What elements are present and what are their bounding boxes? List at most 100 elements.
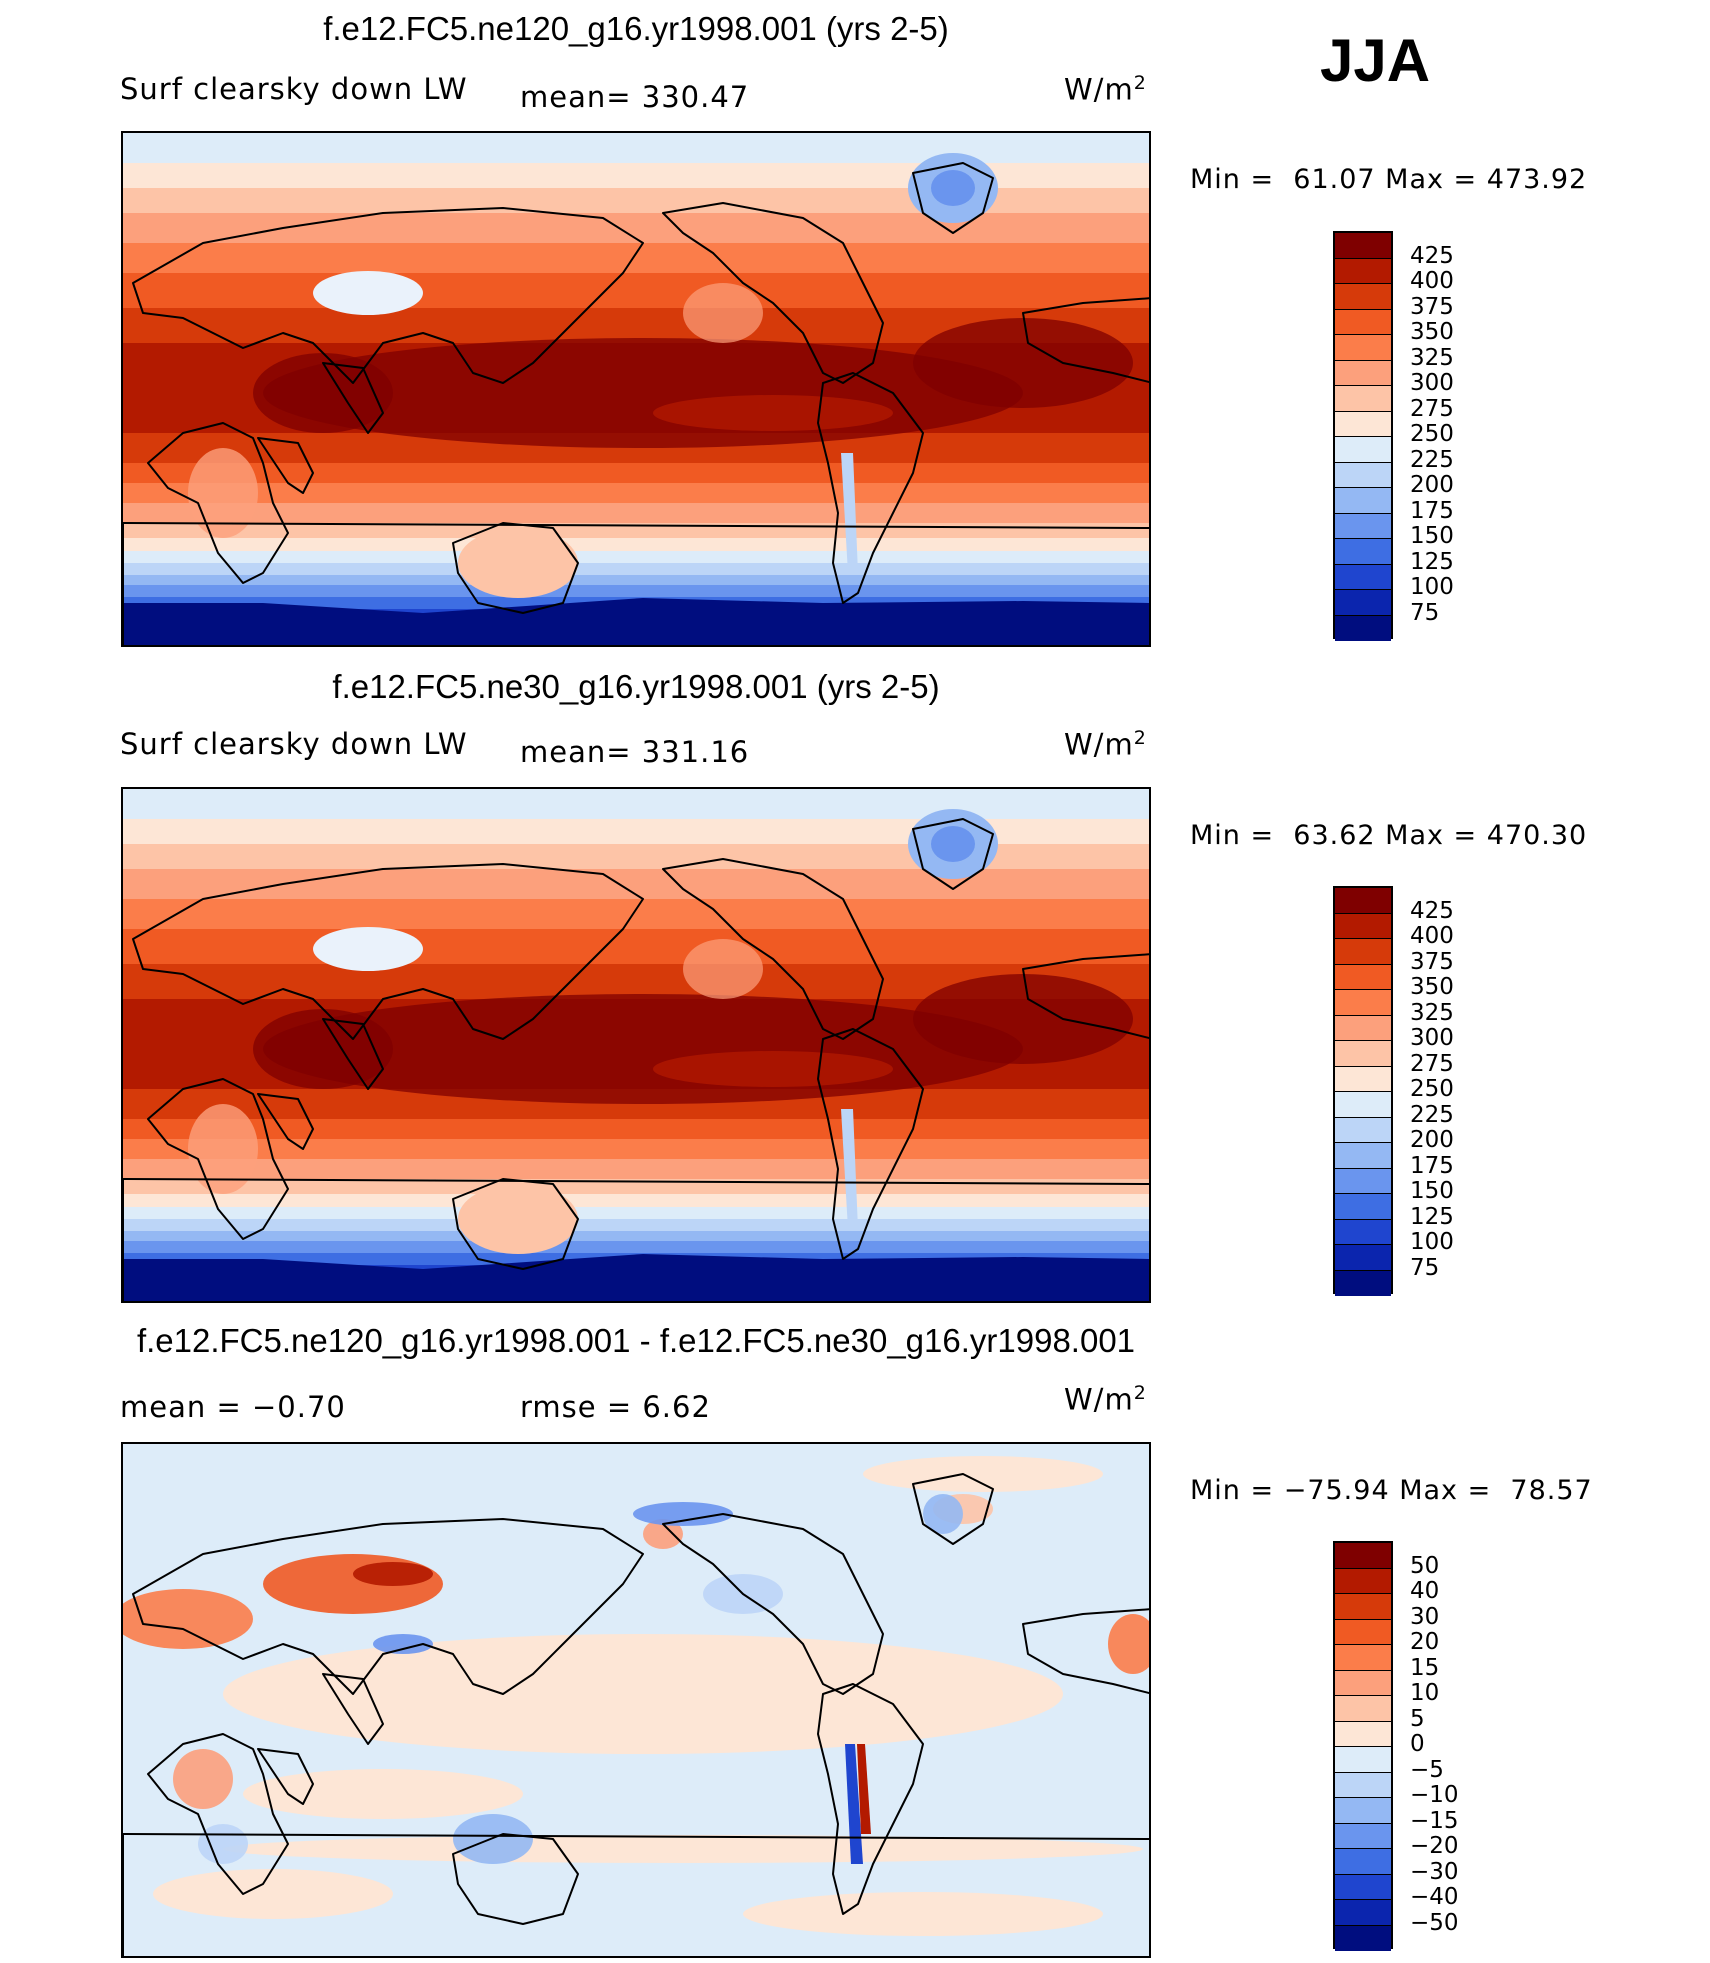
colorbar-swatch: [1335, 1696, 1391, 1722]
panel-1-units: W/m2: [1064, 72, 1147, 107]
colorbar-swatch: [1335, 615, 1391, 641]
colorbar-swatch: [1335, 1849, 1391, 1875]
colorbar-tick-label: −30: [1410, 1858, 1459, 1885]
panel-3-mean-label: mean = −0.70: [120, 1390, 346, 1424]
colorbar-swatch: [1335, 1823, 1391, 1849]
colorbar-tick-label: −5: [1410, 1756, 1444, 1783]
panel-1-title: f.e12.FC5.ne120_g16.yr1998.001 (yrs 2-5): [323, 10, 949, 47]
colorbar-tick-label: −15: [1410, 1807, 1459, 1834]
colorbar-tick-label: −10: [1410, 1782, 1459, 1808]
colorbar-swatch: [1335, 437, 1391, 463]
colorbar-swatch: [1335, 335, 1391, 361]
season-label: JJA: [1320, 27, 1431, 94]
colorbar-tick-label: 100: [1410, 1229, 1454, 1255]
colorbar-tick-label: 375: [1410, 293, 1454, 320]
colorbar-tick-label: 300: [1410, 370, 1454, 396]
colorbar-tick-label: −40: [1410, 1884, 1459, 1910]
colorbar-swatch: [1335, 1900, 1391, 1926]
colorbar-swatch: [1335, 386, 1391, 412]
colorbar-swatch: [1335, 1568, 1391, 1594]
colorbar-tick-label: 350: [1410, 319, 1454, 345]
colorbar-tick-label: 300: [1410, 1025, 1454, 1051]
colorbar-swatch: [1335, 564, 1391, 590]
colorbar-swatch: [1335, 1594, 1391, 1620]
colorbar-swatch: [1335, 1245, 1391, 1271]
colorbar-swatch: [1335, 411, 1391, 437]
panel-2-variable-label: Surf clearsky down LW: [120, 727, 468, 761]
panel-3-units: W/m2: [1064, 1382, 1147, 1417]
colorbar-tick-label: −50: [1410, 1909, 1459, 1936]
colorbar-swatch: [1335, 1619, 1391, 1645]
colorbar-tick-label: 325: [1410, 344, 1454, 371]
colorbar-tick-label: −20: [1410, 1833, 1459, 1859]
colorbar-swatch: [1335, 1670, 1391, 1696]
colorbar-swatch: [1335, 590, 1391, 616]
panel-3-colorbar: [1333, 1541, 1393, 1951]
colorbar-swatch: [1335, 1219, 1391, 1245]
colorbar-tick-label: 0: [1410, 1731, 1425, 1757]
panel-1-mean-label: mean= 330.47: [520, 80, 750, 114]
colorbar-swatch: [1335, 1925, 1391, 1951]
panel-3-title: f.e12.FC5.ne120_g16.yr1998.001 - f.e12.F…: [136, 1322, 1136, 1359]
colorbar-swatch: [1335, 233, 1391, 259]
colorbar-tick-label: 50: [1410, 1552, 1440, 1579]
colorbar-tick-label: 30: [1410, 1603, 1440, 1630]
colorbar-tick-label: 375: [1410, 948, 1454, 975]
panel-3-minmax: Min = −75.94 Max = 78.57: [1190, 1475, 1593, 1506]
panel-3-rmse-label: rmse = 6.62: [520, 1390, 711, 1424]
colorbar-swatch: [1335, 1143, 1391, 1169]
colorbar-tick-label: 350: [1410, 974, 1454, 1000]
colorbar-swatch: [1335, 1066, 1391, 1092]
colorbar-tick-label: 75: [1410, 599, 1440, 626]
colorbar-swatch: [1335, 1874, 1391, 1900]
colorbar-tick-label: 100: [1410, 574, 1454, 600]
colorbar-swatch: [1335, 990, 1391, 1016]
panel-1-map: [121, 131, 1151, 647]
colorbar-tick-label: 400: [1410, 268, 1454, 294]
panel-2-map: [121, 787, 1151, 1303]
colorbar-swatch: [1335, 964, 1391, 990]
colorbar-tick-label: 10: [1410, 1680, 1440, 1706]
colorbar-swatch: [1335, 1270, 1391, 1296]
colorbar-tick-label: 200: [1410, 472, 1454, 498]
panel-1-colorbar: [1333, 231, 1393, 641]
colorbar-swatch: [1335, 1543, 1391, 1569]
colorbar-tick-label: 400: [1410, 923, 1454, 949]
panel-2-units: W/m2: [1064, 727, 1147, 762]
colorbar-swatch: [1335, 1117, 1391, 1143]
panel-2-title: f.e12.FC5.ne30_g16.yr1998.001 (yrs 2-5): [332, 668, 940, 705]
colorbar-tick-label: 150: [1410, 523, 1454, 549]
colorbar-swatch: [1335, 1645, 1391, 1671]
colorbar-tick-label: 275: [1410, 395, 1454, 422]
colorbar-swatch: [1335, 1041, 1391, 1067]
colorbar-swatch: [1335, 888, 1391, 914]
colorbar-tick-label: 40: [1410, 1578, 1440, 1604]
colorbar-tick-label: 425: [1410, 897, 1454, 924]
colorbar-swatch: [1335, 309, 1391, 335]
colorbar-swatch: [1335, 1092, 1391, 1118]
colorbar-swatch: [1335, 1798, 1391, 1824]
colorbar-tick-label: 325: [1410, 999, 1454, 1026]
colorbar-swatch: [1335, 1772, 1391, 1798]
colorbar-swatch: [1335, 1747, 1391, 1773]
colorbar-tick-label: 75: [1410, 1254, 1440, 1281]
colorbar-swatch: [1335, 488, 1391, 514]
colorbar-tick-label: 250: [1410, 421, 1454, 447]
colorbar-swatch: [1335, 1721, 1391, 1747]
panel-2-minmax: Min = 63.62 Max = 470.30: [1190, 820, 1588, 851]
colorbar-tick-label: 150: [1410, 1178, 1454, 1204]
colorbar-tick-label: 175: [1410, 497, 1454, 524]
colorbar-swatch: [1335, 1168, 1391, 1194]
colorbar-tick-label: 225: [1410, 446, 1454, 473]
colorbar-tick-label: 5: [1410, 1705, 1425, 1732]
colorbar-swatch: [1335, 284, 1391, 310]
colorbar-swatch: [1335, 513, 1391, 539]
colorbar-tick-label: 425: [1410, 242, 1454, 269]
colorbar-tick-label: 175: [1410, 1152, 1454, 1179]
colorbar-tick-label: 125: [1410, 548, 1454, 575]
colorbar-swatch: [1335, 1194, 1391, 1220]
colorbar-swatch: [1335, 913, 1391, 939]
colorbar-tick-label: 125: [1410, 1203, 1454, 1230]
colorbar-tick-label: 275: [1410, 1050, 1454, 1077]
colorbar-swatch: [1335, 939, 1391, 965]
